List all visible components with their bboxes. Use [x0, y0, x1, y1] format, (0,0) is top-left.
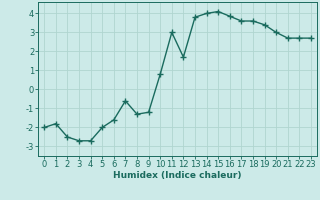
X-axis label: Humidex (Indice chaleur): Humidex (Indice chaleur)	[113, 171, 242, 180]
